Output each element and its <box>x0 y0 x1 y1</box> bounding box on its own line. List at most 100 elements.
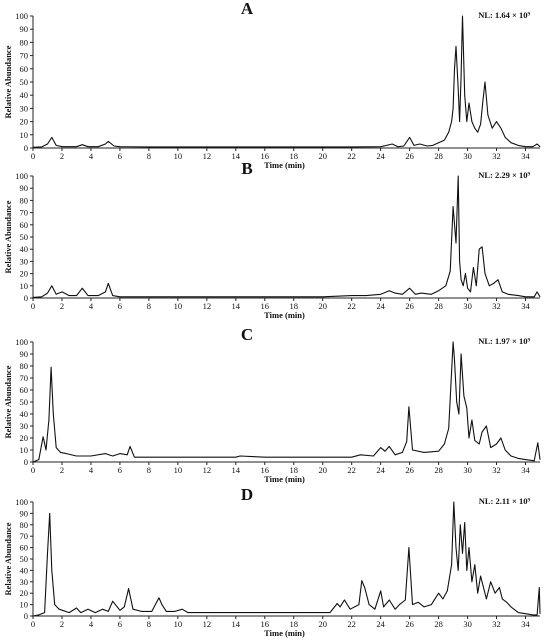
data-point <box>490 581 492 583</box>
data-point <box>47 292 48 294</box>
data-point <box>471 419 473 421</box>
data-point <box>228 612 229 613</box>
x-tick-label: 34 <box>521 619 530 629</box>
data-point <box>339 606 341 608</box>
x-tick-label: 20 <box>318 619 327 629</box>
data-point <box>480 123 481 125</box>
y-tick-label: 40 <box>20 90 29 100</box>
x-tick-label: 4 <box>89 619 94 629</box>
data-point <box>300 612 302 613</box>
data-point <box>477 131 479 133</box>
data-point <box>438 142 439 144</box>
data-point <box>457 570 459 571</box>
y-axis-label: Relative Abundance <box>3 200 13 273</box>
data-point <box>322 296 324 298</box>
y-tick-label: 40 <box>20 565 29 575</box>
y-tick-label: 30 <box>20 256 29 266</box>
data-point <box>458 413 460 415</box>
x-tick-label: 8 <box>147 151 151 161</box>
x-tick-label: 12 <box>203 151 212 161</box>
y-tick-label: 60 <box>20 385 29 395</box>
data-point <box>448 131 450 133</box>
y-tick-label: 80 <box>20 37 29 47</box>
data-point <box>467 287 468 289</box>
nl-annotation: NL: 1.97 × 10⁹ <box>478 336 530 346</box>
data-point <box>459 524 461 526</box>
data-point <box>459 121 460 122</box>
x-tick-label: 22 <box>347 619 356 629</box>
data-point <box>50 366 52 368</box>
data-point <box>532 146 534 148</box>
data-point <box>412 449 413 451</box>
data-point <box>394 454 396 456</box>
data-point <box>517 145 519 146</box>
x-tick-label: 28 <box>434 301 443 311</box>
data-point <box>32 615 34 617</box>
x-tick-label: 0 <box>31 301 35 311</box>
data-point <box>128 588 129 589</box>
data-point <box>510 455 512 457</box>
data-point <box>383 606 384 608</box>
data-point <box>539 459 541 460</box>
x-tick-label: 6 <box>118 301 122 311</box>
nl-annotation: NL: 2.29 × 10⁹ <box>478 170 530 180</box>
x-tick-label: 30 <box>463 619 472 629</box>
data-point <box>464 94 466 96</box>
data-point <box>374 608 376 610</box>
data-point <box>413 145 415 146</box>
y-tick-label: 70 <box>20 51 29 61</box>
panel-label: C <box>241 325 253 344</box>
data-point <box>500 437 502 439</box>
data-point <box>76 455 77 457</box>
y-tick-label: 0 <box>24 143 28 153</box>
data-point <box>206 296 208 298</box>
data-point <box>403 145 405 147</box>
x-tick-label: 20 <box>318 151 327 161</box>
x-axis-label: Time (min) <box>264 160 305 170</box>
x-tick-label: 26 <box>405 151 414 161</box>
data-point <box>148 296 150 298</box>
x-tick-label: 30 <box>463 301 472 311</box>
data-point <box>52 413 54 415</box>
data-point <box>213 612 215 613</box>
data-point <box>158 597 160 599</box>
x-tick-label: 12 <box>203 619 212 629</box>
data-point <box>475 285 477 287</box>
data-point <box>32 146 34 148</box>
data-point <box>76 295 77 296</box>
data-point <box>68 295 70 296</box>
y-axis-label: Relative Abundance <box>3 365 13 438</box>
x-tick-label: 32 <box>492 151 501 161</box>
data-point <box>420 292 422 294</box>
data-point <box>417 601 419 603</box>
x-tick-label: 24 <box>376 465 385 475</box>
y-tick-label: 20 <box>20 269 29 279</box>
y-tick-label: 0 <box>24 457 28 467</box>
data-point <box>466 570 468 571</box>
data-point <box>460 279 462 281</box>
x-tick-label: 10 <box>174 465 183 475</box>
data-point <box>141 611 142 612</box>
data-point <box>76 146 77 148</box>
y-axis-label: Relative Abundance <box>3 45 13 118</box>
y-tick-label: 90 <box>20 508 29 518</box>
data-point <box>484 273 486 274</box>
data-point <box>468 547 470 548</box>
x-tick-label: 28 <box>434 465 443 475</box>
data-point <box>465 273 466 274</box>
y-tick-label: 70 <box>20 531 29 541</box>
y-tick-label: 10 <box>20 445 29 455</box>
data-point <box>123 606 125 608</box>
x-tick-label: 12 <box>203 465 212 475</box>
y-tick-label: 0 <box>24 293 28 303</box>
data-point <box>462 285 464 287</box>
data-point <box>394 608 396 610</box>
data-point <box>510 142 512 144</box>
data-point <box>510 606 512 608</box>
data-point <box>264 146 266 148</box>
data-point <box>423 452 425 453</box>
x-tick-label: 18 <box>289 465 298 475</box>
data-point <box>206 146 208 148</box>
x-tick-label: 32 <box>492 619 501 629</box>
data-point <box>322 456 324 458</box>
